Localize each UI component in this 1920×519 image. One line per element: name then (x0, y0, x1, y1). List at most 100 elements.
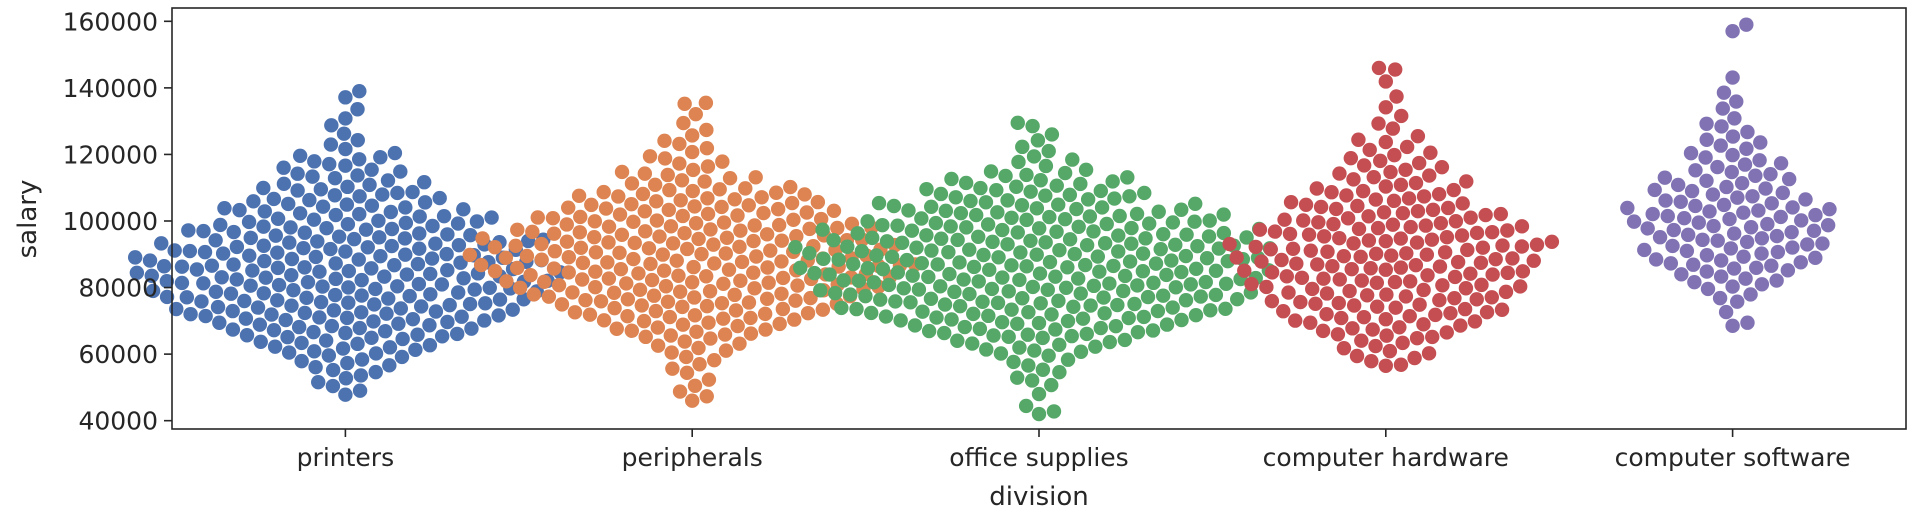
data-point (754, 190, 769, 205)
data-point (865, 230, 880, 246)
data-point (985, 234, 1000, 250)
data-point (687, 308, 703, 323)
data-point (196, 223, 211, 239)
data-point (881, 277, 897, 293)
data-point (1294, 270, 1310, 285)
data-point (700, 206, 716, 222)
data-point (297, 260, 312, 275)
data-point (380, 173, 396, 188)
data-point (284, 251, 300, 267)
data-point (405, 311, 421, 327)
data-point (1514, 239, 1530, 254)
data-point (1004, 302, 1019, 317)
data-point (1416, 282, 1431, 298)
data-point (1344, 262, 1359, 277)
data-point (1129, 206, 1145, 222)
data-point (1069, 201, 1084, 217)
data-point (989, 182, 1004, 198)
data-point (1106, 258, 1121, 274)
data-point (341, 280, 356, 295)
data-point (1064, 328, 1079, 344)
data-point (679, 365, 695, 381)
data-point (907, 318, 923, 333)
data-point (1378, 262, 1394, 277)
data-point (943, 219, 958, 234)
data-point (619, 276, 634, 291)
data-point (921, 269, 936, 285)
data-point (290, 183, 305, 198)
data-point (786, 212, 801, 227)
data-point (1713, 253, 1729, 268)
data-point (127, 250, 143, 265)
data-point (958, 175, 974, 191)
data-point (1092, 264, 1107, 279)
data-point (1785, 200, 1800, 215)
data-point (816, 251, 831, 266)
data-point (1041, 348, 1056, 363)
data-point (338, 158, 353, 173)
data-point (1376, 205, 1392, 220)
data-point (308, 249, 324, 265)
data-point (561, 265, 576, 280)
data-point (196, 276, 211, 291)
data-point (1136, 309, 1152, 325)
data-point (675, 317, 691, 332)
data-point (1412, 297, 1427, 312)
data-point (326, 303, 342, 318)
data-point (1331, 295, 1346, 311)
data-point (214, 270, 229, 285)
data-point (1014, 198, 1030, 213)
data-point (1454, 228, 1470, 243)
data-point (923, 291, 939, 306)
data-point (802, 245, 817, 261)
data-point (1435, 278, 1450, 293)
data-point (884, 249, 900, 264)
data-point (1033, 173, 1048, 188)
data-point (1346, 236, 1361, 251)
data-point (327, 287, 343, 303)
data-point (467, 282, 482, 297)
data-point (662, 182, 677, 198)
data-point (596, 184, 611, 200)
data-point (1673, 194, 1688, 209)
data-point (1062, 232, 1078, 247)
data-point (1071, 219, 1086, 234)
data-point (477, 313, 492, 328)
data-point (733, 223, 748, 238)
data-point (1264, 265, 1280, 280)
data-point (624, 176, 640, 191)
data-point (297, 225, 312, 240)
data-point (1724, 164, 1739, 180)
data-point (986, 328, 1001, 343)
data-point (747, 281, 762, 296)
data-point (379, 306, 394, 321)
data-point (1237, 263, 1252, 278)
data-point (352, 84, 367, 99)
data-point (1052, 337, 1067, 352)
data-point (364, 162, 379, 177)
data-point (410, 256, 426, 272)
data-point (434, 277, 450, 292)
data-point (1010, 115, 1025, 131)
data-point (1392, 320, 1407, 335)
data-point (512, 280, 528, 295)
data-point (914, 211, 929, 226)
data-point (873, 292, 888, 307)
data-point (1699, 248, 1715, 263)
data-point (1416, 317, 1431, 332)
data-point (730, 318, 745, 334)
data-point (1745, 189, 1760, 204)
data-point (1398, 289, 1414, 304)
data-point (1012, 340, 1027, 355)
data-point (1035, 362, 1051, 377)
data-point (559, 217, 574, 232)
data-point (313, 182, 329, 197)
data-point (971, 274, 986, 289)
data-point (948, 190, 963, 205)
data-point (1086, 224, 1101, 239)
data-point (1293, 294, 1308, 310)
data-point (1425, 202, 1441, 218)
data-point (716, 311, 731, 326)
data-point (714, 295, 730, 311)
data-point (649, 213, 665, 228)
